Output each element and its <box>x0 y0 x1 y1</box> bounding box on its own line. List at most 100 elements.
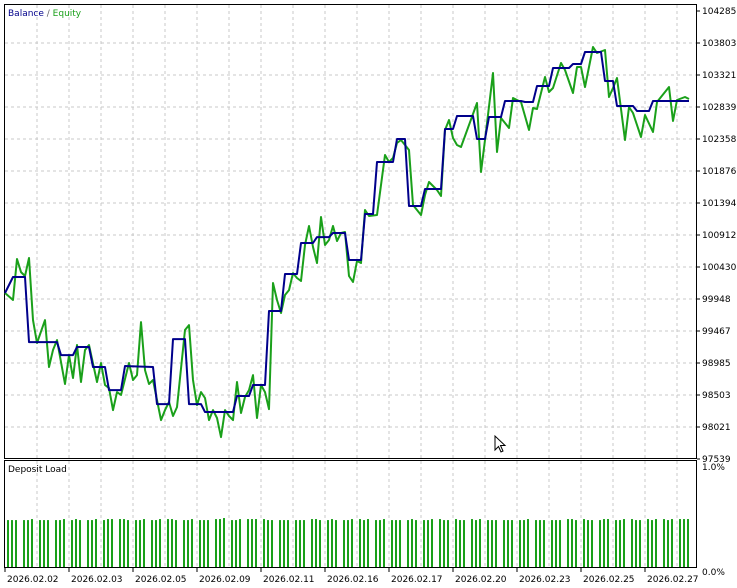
deposit-load-bar <box>555 520 557 567</box>
x-tick-label: 2026.02.03 <box>71 575 123 585</box>
deposit-load-bar <box>503 520 505 567</box>
deposit-load-bar <box>223 518 225 567</box>
deposit-load-bar <box>491 520 493 567</box>
deposit-load-bar <box>539 520 541 567</box>
deposit-load-bar <box>423 520 425 567</box>
deposit-load-bar <box>471 519 473 567</box>
y-tick-label: 100912 <box>702 231 736 241</box>
deposit-load-bar <box>619 520 621 567</box>
deposit-load-bar <box>667 520 669 567</box>
deposit-load-bar <box>271 520 273 567</box>
deposit-load-bar <box>431 519 433 567</box>
deposit-load-bar <box>199 520 201 567</box>
balance-equity-panel[interactable] <box>4 4 697 459</box>
y-tick-label: 103321 <box>702 71 736 81</box>
deposit-load-bar <box>311 519 313 567</box>
mouse-cursor-icon <box>494 434 507 453</box>
deposit-load-bar <box>7 520 9 567</box>
deposit-load-bar <box>59 520 61 567</box>
deposit-load-bar <box>247 519 249 567</box>
deposit-load-bar <box>119 519 121 567</box>
deposit-load-bar <box>347 520 349 567</box>
deposit-load-bar <box>587 520 589 567</box>
deposit-load-bar <box>447 520 449 567</box>
y-tick-label: 98503 <box>702 391 731 401</box>
deposit-load-bar <box>239 519 241 567</box>
deposit-load-bar <box>299 520 301 567</box>
x-tick-label: 2026.02.16 <box>327 575 379 585</box>
deposit-load-bar <box>143 519 145 567</box>
deposit-load-title: Deposit Load <box>8 465 67 475</box>
x-tick-label: 2026.02.05 <box>135 575 187 585</box>
deposit-load-bar <box>75 519 77 567</box>
deposit-load-bar <box>375 520 377 567</box>
y-axis-labels: 104285 103803 103321 102839 102358 101876 1013… <box>697 7 737 465</box>
deposit-load-bar <box>487 520 489 567</box>
deposit-load-bars <box>7 518 689 567</box>
deposit-load-bar <box>23 520 25 567</box>
deposit-load-bar <box>15 520 17 567</box>
deposit-load-bar <box>395 520 397 567</box>
x-tick-label: 2026.02.23 <box>519 575 571 585</box>
legend-balance: Balance <box>8 9 44 19</box>
deposit-load-bar <box>107 519 109 567</box>
deposit-load-bar <box>571 519 573 567</box>
y-tick-label: 104285 <box>702 7 736 17</box>
deposit-load-bar <box>415 520 417 567</box>
deposit-load-bar <box>647 519 649 567</box>
legend: Balance / Equity <box>8 9 82 19</box>
deposit-load-bar <box>635 520 637 567</box>
deposit-load-bar <box>367 519 369 567</box>
deposit-ytick-max: 1.0% <box>702 463 725 473</box>
x-tick-label: 2026.02.17 <box>391 575 443 585</box>
deposit-load-bar <box>303 520 305 567</box>
deposit-load-bar <box>379 520 381 567</box>
deposit-load-bar <box>607 519 609 567</box>
deposit-load-bar <box>439 519 441 567</box>
deposit-load-bar <box>679 519 681 567</box>
deposit-load-bar <box>651 520 653 567</box>
y-tick-label: 102839 <box>702 103 737 113</box>
deposit-load-bar <box>295 520 297 567</box>
deposit-load-bar <box>55 520 57 567</box>
legend-separator: / <box>44 9 53 19</box>
y-tick-label: 98985 <box>702 359 731 369</box>
x-tick-label: 2026.02.02 <box>7 575 59 585</box>
deposit-load-bar <box>207 520 209 567</box>
deposit-load-bar <box>79 520 81 567</box>
deposit-load-bar <box>183 520 185 567</box>
deposit-load-bar <box>11 520 13 567</box>
deposit-grid <box>36 461 678 567</box>
x-tick-label: 2026.02.25 <box>583 575 635 585</box>
y-tick-label: 101394 <box>702 199 737 209</box>
deposit-load-bar <box>123 519 125 567</box>
equity-line <box>4 46 690 439</box>
deposit-load-bar <box>479 519 481 567</box>
deposit-load-bar <box>383 519 385 567</box>
deposit-load-bar <box>47 520 49 567</box>
deposit-load-bar <box>511 520 513 567</box>
deposit-load-bar <box>267 520 269 567</box>
deposit-load-bar <box>603 519 605 567</box>
deposit-load-bar <box>215 519 217 567</box>
y-tick-label: 99467 <box>702 327 731 337</box>
x-tick-label: 2026.02.09 <box>199 575 251 585</box>
y-tick-label: 100430 <box>702 263 737 273</box>
deposit-load-bar <box>351 519 353 567</box>
deposit-ytick-min: 0.0% <box>702 568 725 578</box>
deposit-load-bar <box>135 520 137 567</box>
y-tick-label: 101876 <box>702 167 737 177</box>
y-tick-label: 103803 <box>702 39 736 49</box>
deposit-load-bar <box>327 520 329 567</box>
balance-line <box>4 51 689 413</box>
deposit-load-bar <box>71 520 73 567</box>
deposit-load-bar <box>331 519 333 567</box>
deposit-load-bar <box>523 520 525 567</box>
deposit-load-bar <box>335 520 337 567</box>
deposit-load-bar <box>343 520 345 567</box>
deposit-load-panel[interactable] <box>4 460 697 568</box>
deposit-load-bar <box>191 519 193 567</box>
deposit-load-bar <box>411 519 413 567</box>
deposit-load-bar <box>655 519 657 567</box>
deposit-load-bar <box>359 519 361 567</box>
